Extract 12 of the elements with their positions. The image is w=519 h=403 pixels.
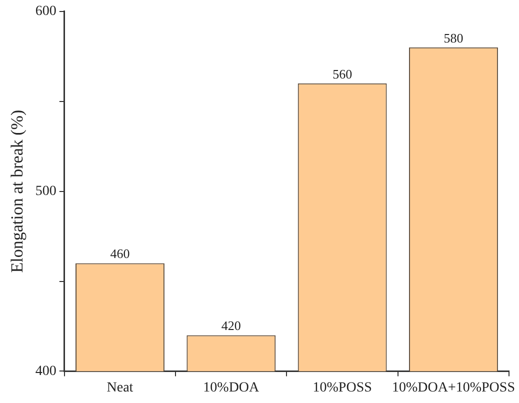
x-tick-label: 10%POSS	[312, 380, 372, 396]
x-tick-label: Neat	[106, 380, 134, 396]
data-label: 580	[444, 30, 464, 46]
y-axis-title: Elongation at break (%)	[8, 110, 27, 273]
data-label: 460	[110, 246, 130, 262]
y-tick-label: 500	[35, 184, 56, 199]
x-tick-label: 10%DOA+10%POSS	[392, 380, 516, 396]
y-tick-label: 400	[35, 364, 56, 379]
data-label: 420	[221, 318, 241, 334]
x-tick-label: 10%DOA	[203, 380, 260, 396]
data-label: 560	[332, 66, 352, 82]
y-tick-label: 600	[35, 4, 56, 20]
